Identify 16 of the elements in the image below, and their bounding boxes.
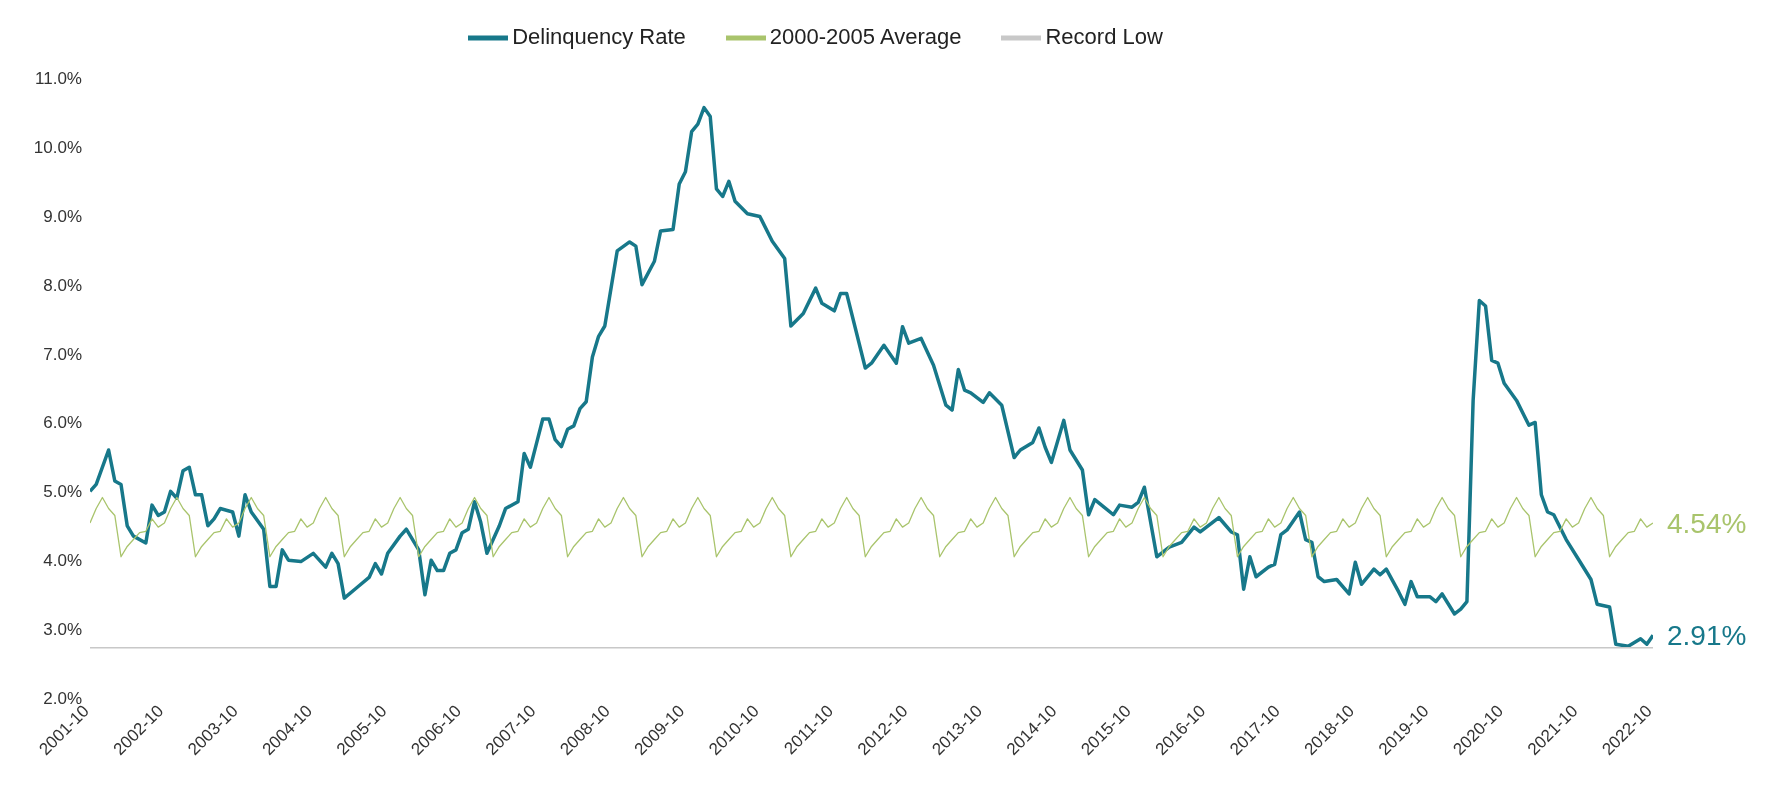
legend-label: Delinquency Rate xyxy=(512,23,686,49)
annotation: 4.54% xyxy=(1667,507,1747,539)
annotation: 2.91% xyxy=(1667,620,1747,652)
y-tick-label: 3.0% xyxy=(43,620,82,640)
y-tick-label: 6.0% xyxy=(43,413,82,433)
y-tick-label: 11.0% xyxy=(35,69,82,89)
line-series xyxy=(90,496,1653,558)
y-tick-label: 9.0% xyxy=(43,206,82,226)
y-tick-label: 5.0% xyxy=(43,482,82,502)
legend-label: Record Low xyxy=(1045,23,1163,49)
y-tick-label: 4.0% xyxy=(43,551,82,571)
y-tick-label: 10.0% xyxy=(33,137,82,157)
line-series xyxy=(90,105,1653,649)
legend-label: 2000-2005 Average xyxy=(769,23,962,49)
y-tick-label: 8.0% xyxy=(43,275,82,295)
y-tick-label: 7.0% xyxy=(43,344,82,364)
